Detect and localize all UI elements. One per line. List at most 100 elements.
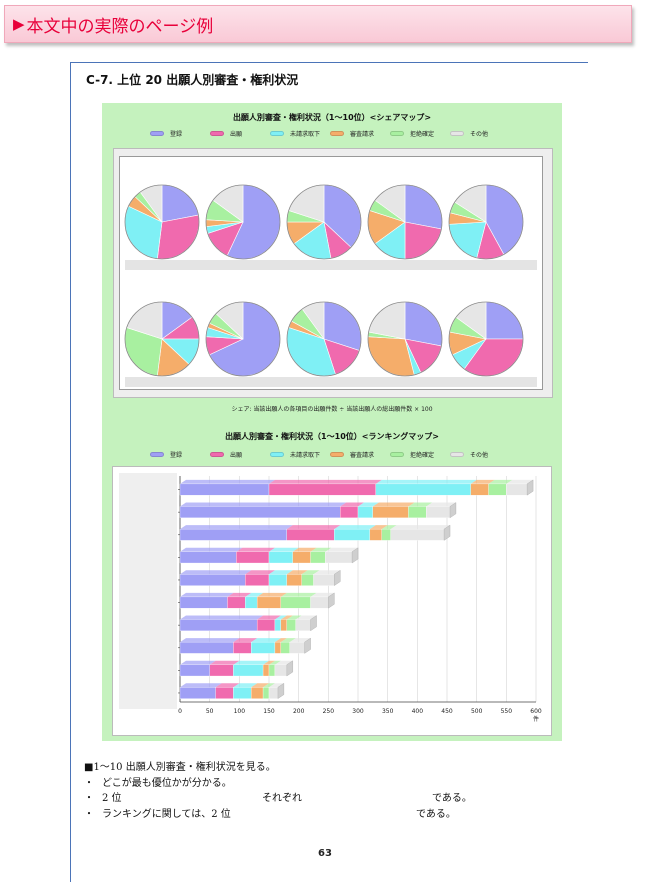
bar-segment-top xyxy=(310,592,335,597)
legend-swatch xyxy=(210,452,224,457)
legend-label: 出願 xyxy=(230,131,243,138)
bar-segment xyxy=(236,551,270,564)
bar-segment-top xyxy=(372,502,415,507)
bar-segment xyxy=(268,687,279,699)
x-tick-label: 600 xyxy=(530,708,542,715)
bar-segment-top xyxy=(180,638,240,643)
bar-segment xyxy=(280,619,287,631)
legend-swatch xyxy=(330,452,344,457)
bar-row xyxy=(179,524,451,541)
bar-segment-top xyxy=(408,502,433,507)
bar-segment-top xyxy=(280,615,293,620)
legend-item: 審査請求 xyxy=(330,450,390,459)
legend-item: その他 xyxy=(450,450,510,459)
bar-segment-top xyxy=(215,683,240,688)
bar-end-face xyxy=(310,615,317,632)
legend-swatch xyxy=(450,452,464,457)
x-tick-label: 0 xyxy=(178,708,182,715)
bar-segment xyxy=(292,551,311,564)
bar-segment xyxy=(262,687,270,699)
pie xyxy=(124,301,200,377)
pie xyxy=(124,184,200,260)
bar-segment xyxy=(340,506,359,518)
bar-segment-top xyxy=(375,479,477,484)
bar-segment xyxy=(256,619,276,631)
bar-segment xyxy=(381,528,391,541)
bar-segment-top xyxy=(390,525,451,530)
legend-swatch xyxy=(390,131,404,136)
bar-row xyxy=(179,637,311,654)
legend-item: 未請求取下 xyxy=(270,129,330,138)
bar-segment xyxy=(506,483,528,496)
bar-segment xyxy=(295,619,311,631)
bar-segment-top xyxy=(295,615,317,620)
bar-segment-top xyxy=(263,660,275,665)
bar-segment-top xyxy=(334,525,376,530)
bar-segment-top xyxy=(358,502,379,507)
bar-row xyxy=(179,547,359,564)
legend-swatch xyxy=(390,452,404,457)
pie-outline xyxy=(448,184,524,260)
pie xyxy=(367,184,443,260)
bar-end-face xyxy=(304,637,311,654)
bar-segment xyxy=(369,528,382,541)
legend-item: 登録 xyxy=(150,450,210,459)
bar-segment-top xyxy=(506,479,534,484)
bar-segment-top xyxy=(180,570,252,575)
pie-outline xyxy=(205,184,281,260)
bar-segment xyxy=(268,664,276,677)
bar-segment-top xyxy=(245,570,275,575)
page-banner: ▶ 本文中の実際のページ例 xyxy=(4,5,632,43)
bar-segment xyxy=(274,619,282,631)
bar-segment-top xyxy=(426,502,456,507)
bar-segment-top xyxy=(257,592,287,597)
bar-segment xyxy=(301,574,314,586)
bar-segment xyxy=(179,528,287,541)
legend-item: その他 xyxy=(450,129,510,138)
bar-segment xyxy=(286,528,335,541)
bar-segment-top xyxy=(251,683,270,688)
bar-segment xyxy=(289,641,305,654)
pie-chart-title: 出願人別審査・権利状況（1〜10位）<シェアマップ> xyxy=(232,113,432,122)
bar-end-face xyxy=(526,479,534,496)
bar-segment-top xyxy=(227,592,252,597)
bar-segment xyxy=(310,551,326,564)
bar-segment xyxy=(390,528,445,541)
bar-segment-top xyxy=(233,660,270,665)
pie-label-band xyxy=(125,260,537,270)
bar-segment-top xyxy=(289,638,311,643)
bar-segment xyxy=(245,574,270,586)
bar-row xyxy=(179,615,317,632)
bar-segment-top xyxy=(340,502,364,507)
bar-segment-top xyxy=(180,479,275,484)
pie xyxy=(367,301,443,377)
bar-legend: 登録 出願 未請求取下 審査請求 拒絶確定 その他 xyxy=(150,450,510,459)
pie-outline xyxy=(286,184,362,260)
pie xyxy=(205,184,281,260)
x-tick-label: 250 xyxy=(323,708,335,715)
bar-segment xyxy=(274,664,287,677)
bar-segment-top xyxy=(274,660,293,665)
pie xyxy=(205,301,281,377)
pie-slice xyxy=(157,214,200,260)
legend-label: 出願 xyxy=(230,452,243,459)
banner-title: 本文中の実際のページ例 xyxy=(26,16,214,37)
pie-slice xyxy=(485,301,524,340)
x-tick-label: 150 xyxy=(263,708,275,715)
bar-segment xyxy=(426,506,451,518)
x-tick-label: 350 xyxy=(382,708,394,715)
legend-label: 登録 xyxy=(170,452,183,459)
pie-outline xyxy=(286,301,362,377)
bar-segment-top xyxy=(180,547,243,552)
bar-segment xyxy=(179,574,246,586)
bar-segment xyxy=(274,641,282,654)
page-frame xyxy=(70,62,588,882)
legend-label: 登録 xyxy=(170,131,183,138)
legend-swatch xyxy=(270,452,284,457)
bar-segment-top xyxy=(286,570,308,575)
pie xyxy=(286,301,362,377)
x-tick-label: 200 xyxy=(293,708,305,715)
bar-end-face xyxy=(277,683,285,699)
x-tick-label: 400 xyxy=(412,708,424,715)
